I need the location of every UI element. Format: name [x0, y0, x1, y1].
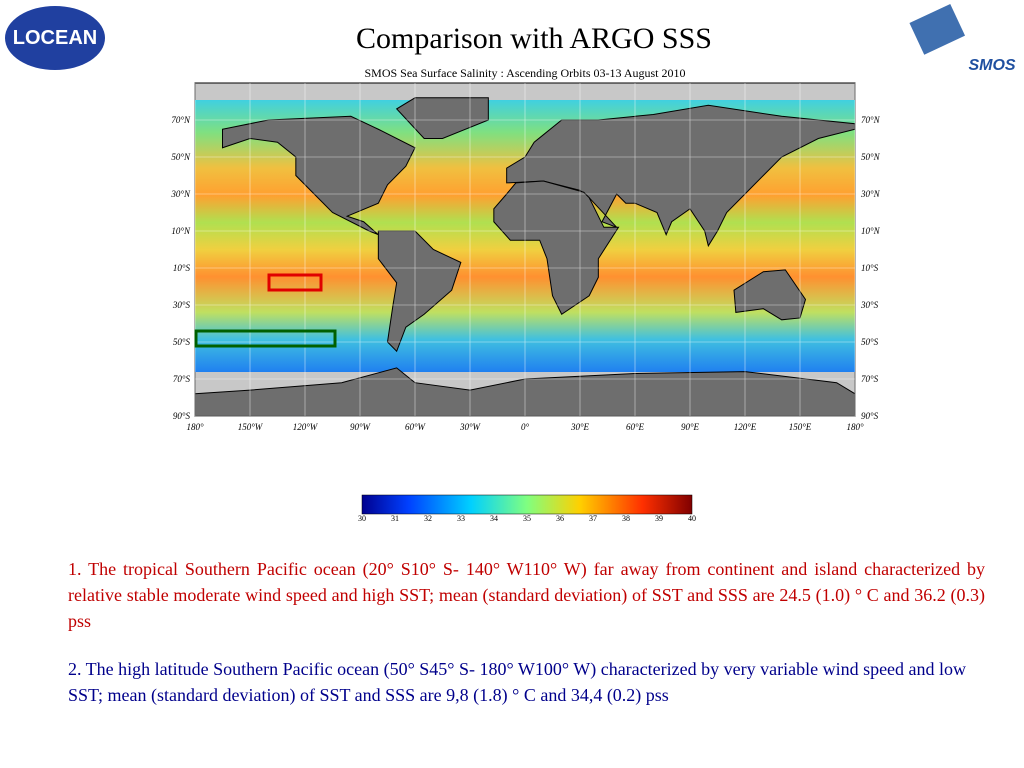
lat-label: 50°S: [861, 337, 879, 347]
graticule: [194, 83, 856, 417]
logo-right: SMOS: [968, 57, 1015, 74]
lon-label: 60°W: [405, 422, 427, 432]
lon-label: 60°E: [626, 422, 645, 432]
colorbar-tick-label: 30: [358, 514, 366, 523]
logo-left-badge: [5, 6, 105, 70]
colorbar-tick-label: 37: [589, 514, 597, 523]
lat-label: 90°S: [173, 411, 191, 421]
paragraph: 1. The tropical Southern Pacific ocean (…: [68, 559, 985, 631]
logo-left: LOCEAN: [13, 27, 97, 49]
lon-label: 30°W: [459, 422, 482, 432]
colorbar-tick-label: 39: [655, 514, 663, 523]
colorbar-tick-label: 34: [490, 514, 498, 523]
lat-label: 30°S: [172, 300, 191, 310]
lat-label: 30°S: [860, 300, 879, 310]
lat-label: 70°S: [173, 374, 191, 384]
region-box-tropical: [267, 273, 323, 292]
map-title: SMOS Sea Surface Salinity : Ascending Or…: [365, 66, 686, 80]
lon-label: 120°W: [293, 422, 319, 432]
lat-label: 30°N: [860, 189, 881, 199]
region-box-high-latitude: [194, 329, 337, 348]
lat-label: 90°S: [861, 411, 879, 421]
lat-label: 10°S: [861, 263, 879, 273]
colorbar-tick-label: 36: [556, 514, 564, 523]
colorbar-tick-label: 35: [523, 514, 531, 523]
lon-label: 150°W: [238, 422, 264, 432]
lon-label: 180°: [846, 422, 864, 432]
lat-label: 70°N: [861, 115, 881, 125]
paragraph: 2. The high latitude Southern Pacific oc…: [68, 659, 967, 705]
lat-label: 10°N: [171, 226, 191, 236]
lat-label: 50°N: [861, 152, 881, 162]
colorbar-tick-label: 40: [688, 514, 696, 523]
colorbar: [361, 494, 693, 515]
lon-label: 90°W: [350, 422, 372, 432]
landmass: [222, 115, 416, 236]
lon-label: 0°: [521, 422, 530, 432]
lon-label: 120°E: [734, 422, 757, 432]
lon-label: 30°E: [570, 422, 590, 432]
lon-label: 90°E: [681, 422, 700, 432]
lat-label: 70°N: [171, 115, 191, 125]
colorbar-tick-label: 33: [457, 514, 465, 523]
slide-title: Comparison with ARGO SSS: [356, 22, 712, 55]
lat-label: 30°N: [170, 189, 191, 199]
lon-label: 150°E: [789, 422, 812, 432]
lat-label: 10°S: [173, 263, 191, 273]
landmass: [377, 230, 462, 353]
lon-label: 180°: [186, 422, 204, 432]
colorbar-tick-label: 38: [622, 514, 630, 523]
landmass: [395, 97, 489, 139]
colorbar-tick-label: 31: [391, 514, 399, 523]
lat-label: 10°N: [861, 226, 881, 236]
lat-label: 50°S: [173, 337, 191, 347]
logo-right-satellite: [909, 3, 966, 55]
lat-label: 50°N: [171, 152, 191, 162]
lat-label: 70°S: [861, 374, 879, 384]
colorbar-tick-label: 32: [424, 514, 432, 523]
